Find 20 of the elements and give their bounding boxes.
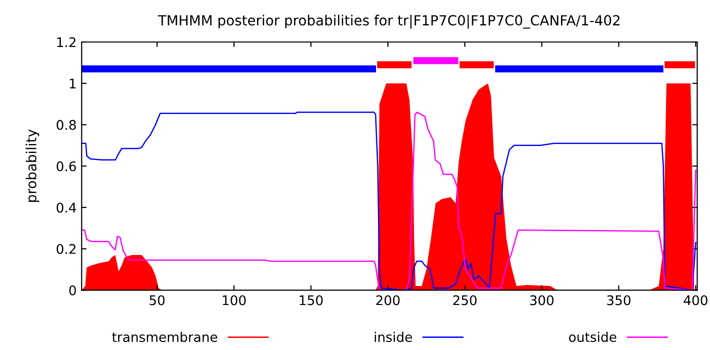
legend-label: inside (374, 332, 412, 342)
y-tick-label: 1.2 (57, 37, 76, 48)
y-axis-title: probability (26, 129, 40, 202)
y-tick-label: 0.8 (56, 120, 76, 130)
x-tick-label: 400 (684, 295, 708, 306)
y-tick-label: 0.2 (56, 244, 76, 254)
x-tick-label: 50 (150, 295, 165, 306)
y-tick-label: 1 (70, 78, 76, 88)
legend-label: transmembrane (112, 332, 218, 342)
y-tick-label: 0.6 (56, 161, 76, 172)
y-tick-label: 0 (69, 285, 76, 296)
y-tick-label: 0.4 (56, 202, 76, 213)
chart-title: TMHMM posterior probabilities for tr|F1P7C0|F1P7C0_CANFA/1-402 (158, 14, 620, 29)
x-tick-label: 350 (607, 295, 630, 306)
x-tick-label: 150 (300, 295, 323, 306)
x-tick-label: 100 (222, 295, 246, 306)
legend-label: outside (569, 332, 616, 342)
x-tick-label: 300 (530, 295, 554, 306)
x-tick-label: 250 (453, 295, 477, 306)
x-tick-label: 200 (376, 295, 400, 306)
